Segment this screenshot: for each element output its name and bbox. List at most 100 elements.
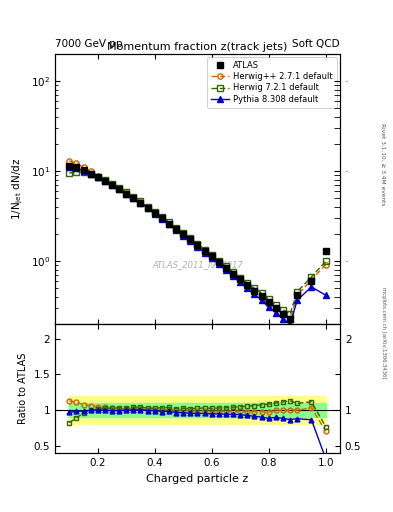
Pythia 8.308 default (209, 255, 214, 261)
ATLAS (67, 162, 72, 168)
Herwig 7.2.1 default (288, 311, 292, 317)
Pythia 8.308 default (110, 182, 114, 188)
Pythia 8.308 default (160, 216, 164, 222)
Herwig 7.2.1 default (309, 274, 314, 280)
ATLAS (295, 292, 299, 298)
Pythia 8.308 default (224, 267, 228, 273)
Pythia 8.308 default (188, 238, 193, 244)
ATLAS (231, 270, 235, 276)
Herwig++ 2.7.1 default (174, 226, 178, 232)
ATLAS (217, 259, 221, 265)
Herwig++ 2.7.1 default (67, 158, 72, 164)
ATLAS (88, 171, 93, 177)
Herwig 7.2.1 default (117, 185, 121, 191)
Herwig++ 2.7.1 default (266, 301, 271, 307)
Herwig 7.2.1 default (160, 214, 164, 220)
Herwig 7.2.1 default (67, 170, 72, 176)
Herwig++ 2.7.1 default (259, 294, 264, 300)
Herwig 7.2.1 default (323, 258, 328, 264)
Pythia 8.308 default (174, 227, 178, 233)
Pythia 8.308 default (266, 304, 271, 310)
Pythia 8.308 default (195, 244, 200, 250)
Herwig 7.2.1 default (295, 289, 299, 295)
Herwig 7.2.1 default (174, 225, 178, 231)
Herwig 7.2.1 default (266, 296, 271, 302)
Pythia 8.308 default (124, 191, 129, 197)
Herwig++ 2.7.1 default (238, 277, 242, 283)
Herwig++ 2.7.1 default (88, 168, 93, 175)
Pythia 8.308 default (281, 316, 285, 322)
ATLAS (288, 316, 292, 322)
ATLAS (209, 253, 214, 259)
ATLAS (74, 164, 79, 170)
Herwig++ 2.7.1 default (95, 173, 100, 179)
Herwig++ 2.7.1 default (138, 199, 143, 205)
ATLAS (160, 215, 164, 221)
Herwig++ 2.7.1 default (309, 277, 314, 283)
Pythia 8.308 default (145, 205, 150, 211)
ATLAS (167, 221, 171, 227)
Herwig++ 2.7.1 default (195, 242, 200, 248)
ATLAS (323, 248, 328, 254)
Text: 7000 GeV pp: 7000 GeV pp (55, 38, 123, 49)
Herwig++ 2.7.1 default (160, 215, 164, 221)
ATLAS (195, 242, 200, 248)
Herwig++ 2.7.1 default (74, 160, 79, 166)
Herwig++ 2.7.1 default (152, 210, 157, 217)
Pythia 8.308 default (167, 221, 171, 227)
Pythia 8.308 default (288, 321, 292, 327)
Herwig++ 2.7.1 default (231, 271, 235, 277)
Pythia 8.308 default (231, 273, 235, 279)
Herwig 7.2.1 default (274, 302, 278, 308)
Pythia 8.308 default (181, 232, 185, 239)
ATLAS (252, 288, 257, 294)
Herwig++ 2.7.1 default (103, 177, 107, 183)
Pythia 8.308 default (202, 249, 207, 255)
Legend: ATLAS, Herwig++ 2.7.1 default, Herwig 7.2.1 default, Pythia 8.308 default: ATLAS, Herwig++ 2.7.1 default, Herwig 7.… (207, 57, 337, 108)
ATLAS (152, 210, 157, 217)
ATLAS (145, 205, 150, 211)
Herwig 7.2.1 default (131, 194, 136, 200)
ATLAS (117, 186, 121, 192)
Pythia 8.308 default (74, 165, 79, 171)
ATLAS (202, 248, 207, 254)
ATLAS (224, 265, 228, 271)
Herwig 7.2.1 default (88, 171, 93, 177)
Herwig 7.2.1 default (152, 209, 157, 215)
Herwig++ 2.7.1 default (167, 221, 171, 227)
ATLAS (274, 305, 278, 311)
Herwig 7.2.1 default (95, 174, 100, 180)
Herwig 7.2.1 default (281, 307, 285, 313)
Line: Pythia 8.308 default: Pythia 8.308 default (67, 164, 328, 327)
Text: Soft QCD: Soft QCD (292, 38, 340, 49)
ATLAS (188, 236, 193, 242)
Pythia 8.308 default (152, 210, 157, 217)
Pythia 8.308 default (81, 167, 86, 174)
ATLAS (174, 226, 178, 232)
Herwig 7.2.1 default (202, 246, 207, 252)
ATLAS (309, 278, 314, 284)
Herwig++ 2.7.1 default (188, 237, 193, 243)
Herwig++ 2.7.1 default (202, 248, 207, 254)
Herwig 7.2.1 default (110, 181, 114, 187)
Herwig++ 2.7.1 default (281, 311, 285, 317)
Herwig++ 2.7.1 default (110, 181, 114, 187)
Herwig++ 2.7.1 default (217, 260, 221, 266)
Herwig 7.2.1 default (103, 177, 107, 183)
Pythia 8.308 default (245, 285, 250, 291)
Y-axis label: Ratio to ATLAS: Ratio to ATLAS (18, 353, 28, 424)
Herwig++ 2.7.1 default (295, 292, 299, 298)
ATLAS (259, 293, 264, 299)
Herwig++ 2.7.1 default (245, 283, 250, 289)
Y-axis label: 1/N$_\mathrm{jet}$ dN/dz: 1/N$_\mathrm{jet}$ dN/dz (11, 158, 25, 220)
Herwig++ 2.7.1 default (81, 164, 86, 170)
Pythia 8.308 default (117, 186, 121, 193)
Herwig 7.2.1 default (188, 236, 193, 242)
Pythia 8.308 default (138, 200, 143, 206)
Pythia 8.308 default (259, 297, 264, 303)
Text: ATLAS_2011_I919017: ATLAS_2011_I919017 (152, 260, 243, 269)
Title: Momentum fraction z(track jets): Momentum fraction z(track jets) (107, 41, 288, 52)
ATLAS (245, 282, 250, 288)
Text: mcplots.cern.ch [arXiv:1306.3436]: mcplots.cern.ch [arXiv:1306.3436] (381, 287, 386, 378)
Herwig 7.2.1 default (81, 169, 86, 175)
